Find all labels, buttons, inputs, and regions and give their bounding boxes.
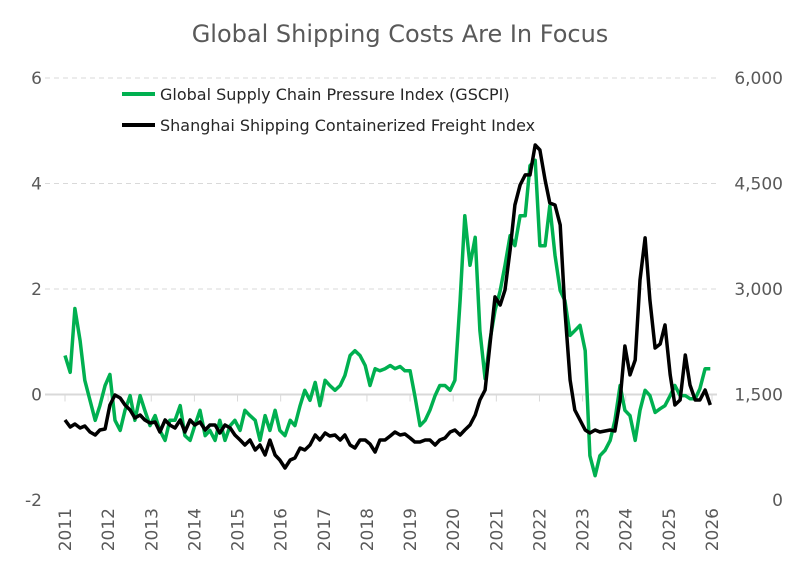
x-tick-label: 2017 xyxy=(315,508,335,551)
left-axis-ticks: -2 0 2 4 6 xyxy=(25,69,42,511)
legend-label-gscpi: Global Supply Chain Pressure Index (GSCP… xyxy=(160,85,510,104)
chart-title: Global Shipping Costs Are In Focus xyxy=(192,20,609,48)
x-tick-label: 2025 xyxy=(660,508,680,551)
y-tick-label: 0 xyxy=(31,386,42,406)
y2-tick-label: 1,500 xyxy=(734,386,783,406)
x-tick-label: 2012 xyxy=(99,508,119,551)
x-tick-label: 2022 xyxy=(530,508,550,551)
gridlines xyxy=(45,77,717,396)
x-tick-label: 2020 xyxy=(444,508,464,551)
y2-tick-label: 0 xyxy=(772,491,783,511)
x-tick-label: 2019 xyxy=(401,508,421,551)
y-tick-label: 4 xyxy=(31,175,42,195)
x-tick-label: 2016 xyxy=(272,508,292,551)
x-tick-label: 2026 xyxy=(703,508,723,551)
series-lines xyxy=(63,143,712,478)
series-line-scfi xyxy=(63,143,712,470)
y-tick-label: -2 xyxy=(25,491,42,511)
right-axis-ticks: 0 1,500 3,000 4,500 6,000 xyxy=(734,69,783,511)
legend: Global Supply Chain Pressure Index (GSCP… xyxy=(122,85,535,135)
y2-tick-label: 3,000 xyxy=(734,280,783,300)
series-line-gscpi xyxy=(63,158,711,478)
y2-tick-label: 4,500 xyxy=(734,175,783,195)
x-tick-label: 2024 xyxy=(617,508,637,551)
x-tick-label: 2018 xyxy=(358,508,378,551)
x-tick-label: 2021 xyxy=(487,508,507,551)
y-tick-label: 6 xyxy=(31,69,42,89)
x-tick-label: 2014 xyxy=(185,508,205,551)
legend-label-scfi: Shanghai Shipping Containerized Freight … xyxy=(160,116,535,135)
x-tick-label: 2013 xyxy=(142,508,162,551)
y-tick-label: 2 xyxy=(31,280,42,300)
x-tick-label: 2023 xyxy=(574,508,594,551)
y2-tick-label: 6,000 xyxy=(734,69,783,89)
x-axis-ticks: 2011 2012 2013 2014 2015 2016 2017 2018 2019 2020… xyxy=(56,394,723,551)
x-tick-label: 2015 xyxy=(229,508,249,551)
x-tick-label: 2011 xyxy=(56,508,76,551)
